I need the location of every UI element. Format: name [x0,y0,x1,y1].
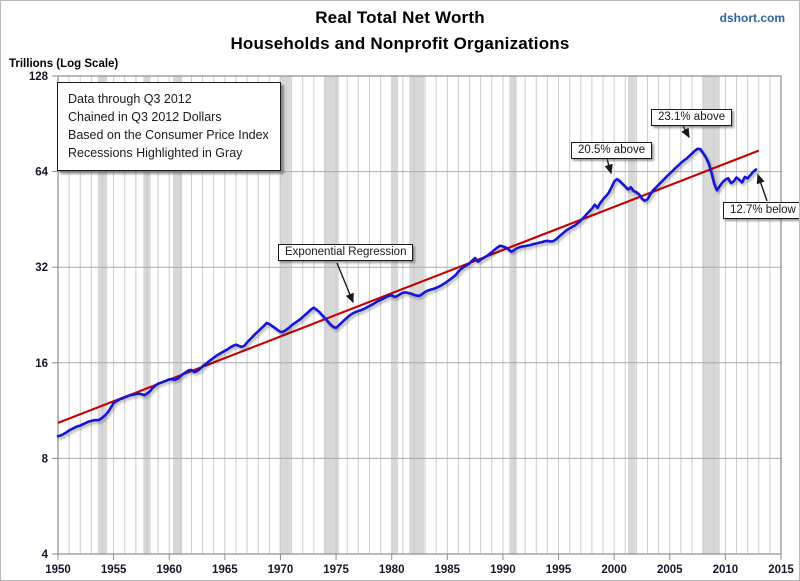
callout-arrow [336,262,354,304]
page-subtitle: Households and Nonprofit Organizations [230,34,570,53]
recession-band [702,76,720,554]
recession-band [409,76,425,554]
recession-band [172,76,183,554]
callout-arrow [604,158,613,175]
net-worth-line [56,147,758,438]
x-tick-label: 1960 [156,564,182,576]
y-axis-title: Trillions (Log Scale) [9,58,119,70]
y-tick-label: 8 [42,453,49,465]
info-box-line: Based on the Consumer Price Index [68,128,269,142]
recession-band [509,76,517,554]
watermark-link[interactable]: dshort.com [719,11,785,25]
recession-band [628,76,636,554]
callout-12-7-percent-below: 12.7% below [723,202,799,219]
info-box-line: Chained in Q3 2012 Dollars [68,110,222,124]
y-tick-label: 32 [35,262,48,274]
x-tick-label: 2010 [713,564,739,576]
x-tick-label: 1985 [435,564,461,576]
recession-band [391,76,399,554]
x-tick-label: 1950 [45,564,71,576]
callout-exponential-regression: Exponential Regression [278,244,414,261]
x-tick-label: 1955 [101,564,127,576]
x-tick-label: 1970 [268,564,294,576]
x-tick-label: 2000 [601,564,627,576]
callout-23-1-percent-above: 23.1% above [651,109,733,126]
regression-line [57,149,760,424]
callout-20-5-percent-above: 20.5% above [571,142,653,159]
y-tick-label: 4 [42,549,49,561]
x-tick-label: 1990 [490,564,516,576]
x-tick-label: 1980 [379,564,405,576]
recession-band [324,76,339,554]
x-tick-label: 1975 [323,564,349,576]
callout-arrow [756,173,768,202]
info-box-line: Data through Q3 2012 [68,92,192,106]
page-title: Real Total Net Worth [315,8,485,27]
y-tick-label: 16 [35,358,48,370]
info-box: Data through Q3 2012 Chained in Q3 2012 … [57,82,281,171]
y-tick-label: 64 [35,167,48,179]
callout-arrow [681,125,690,139]
x-tick-label: 2005 [657,564,683,576]
x-tick-label: 2015 [768,564,794,576]
recession-band [279,76,291,554]
x-tick-label: 1995 [546,564,572,576]
plot-border [57,75,782,555]
y-tick-label: 128 [29,71,49,83]
info-box-line: Recessions Highlighted in Gray [68,146,243,160]
x-tick-label: 1965 [212,564,238,576]
